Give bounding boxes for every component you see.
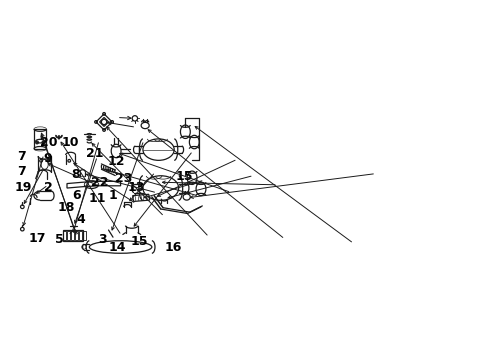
Text: 12: 12 (107, 154, 125, 167)
Text: 10: 10 (61, 136, 79, 149)
Text: 18: 18 (58, 201, 75, 213)
Text: 14: 14 (108, 241, 125, 254)
Bar (70, 231, 74, 240)
Text: 2: 2 (43, 181, 52, 194)
Text: 3: 3 (98, 233, 106, 246)
Bar (62, 231, 65, 240)
Bar (66, 231, 69, 240)
Text: 5: 5 (55, 233, 63, 246)
Text: 7: 7 (17, 165, 26, 178)
Bar (82, 231, 85, 240)
Text: 4: 4 (76, 213, 84, 226)
Text: 19: 19 (15, 181, 32, 194)
Text: 16: 16 (164, 241, 182, 254)
Text: 8: 8 (72, 168, 80, 181)
Text: 21: 21 (85, 147, 103, 160)
Bar (62, 230, 82, 241)
Text: 23: 23 (115, 172, 132, 185)
Text: 15: 15 (175, 170, 192, 183)
Text: 17: 17 (29, 232, 46, 245)
Text: 22: 22 (91, 176, 108, 189)
Bar (75, 231, 78, 240)
Text: 9: 9 (43, 152, 52, 165)
Text: 20: 20 (40, 136, 57, 149)
Text: 1: 1 (108, 189, 117, 202)
Text: 7: 7 (17, 150, 26, 163)
Text: 13: 13 (127, 181, 144, 194)
Text: 6: 6 (72, 189, 81, 202)
Bar (79, 231, 81, 240)
Bar (34, 129, 46, 149)
Text: 11: 11 (88, 193, 106, 206)
Text: 15: 15 (130, 235, 148, 248)
